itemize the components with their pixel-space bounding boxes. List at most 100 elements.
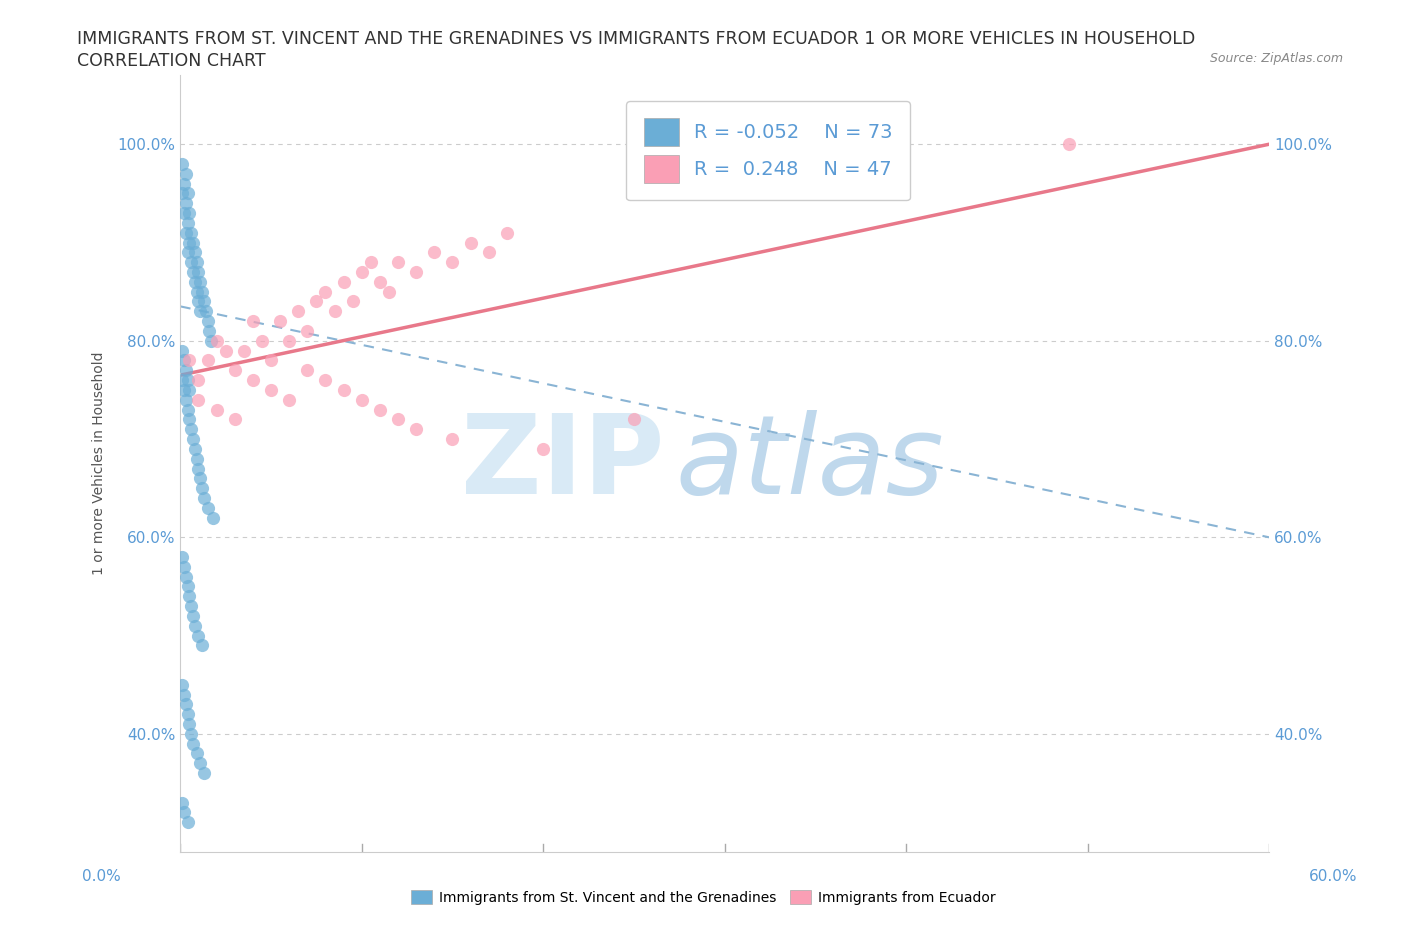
Point	[179, 235, 201, 250]
Point	[181, 608, 204, 623]
Point	[323, 304, 346, 319]
Point	[224, 412, 246, 427]
Point	[191, 638, 214, 653]
Point	[200, 333, 222, 348]
Text: 0.0%: 0.0%	[82, 870, 121, 884]
Point	[205, 402, 228, 417]
Legend: R = -0.052    N = 73, R =  0.248    N = 47: R = -0.052 N = 73, R = 0.248 N = 47	[626, 100, 910, 201]
Point	[187, 264, 209, 279]
Point	[179, 717, 201, 732]
Point	[305, 294, 328, 309]
Point	[387, 255, 409, 270]
Point	[188, 274, 211, 289]
Point	[184, 274, 207, 289]
Point	[179, 412, 201, 427]
Point	[179, 206, 201, 220]
Point	[623, 412, 645, 427]
Point	[197, 313, 219, 328]
Point	[187, 628, 209, 643]
Point	[180, 599, 202, 614]
Text: ZIP: ZIP	[461, 410, 665, 517]
Point	[224, 363, 246, 378]
Point	[176, 402, 198, 417]
Point	[188, 304, 211, 319]
Point	[441, 255, 464, 270]
Point	[172, 373, 194, 388]
Point	[184, 442, 207, 457]
Point	[186, 255, 208, 270]
Point	[332, 382, 354, 397]
Point	[201, 511, 224, 525]
Point	[198, 324, 221, 339]
Point	[186, 451, 208, 466]
Point	[297, 363, 319, 378]
Point	[193, 490, 215, 505]
Point	[496, 225, 519, 240]
Point	[172, 795, 194, 810]
Point	[191, 285, 214, 299]
Point	[173, 687, 195, 702]
Point	[176, 186, 198, 201]
Point	[173, 176, 195, 191]
Point	[172, 550, 194, 565]
Point	[350, 264, 373, 279]
Point	[174, 697, 197, 711]
Point	[180, 726, 202, 741]
Legend: Immigrants from St. Vincent and the Grenadines, Immigrants from Ecuador: Immigrants from St. Vincent and the Gren…	[404, 884, 1002, 912]
Point	[179, 353, 201, 368]
Text: 60.0%: 60.0%	[1309, 870, 1357, 884]
Point	[172, 343, 194, 358]
Point	[187, 461, 209, 476]
Point	[173, 382, 195, 397]
Text: IMMIGRANTS FROM ST. VINCENT AND THE GRENADINES VS IMMIGRANTS FROM ECUADOR 1 OR M: IMMIGRANTS FROM ST. VINCENT AND THE GREN…	[77, 30, 1195, 47]
Point	[269, 313, 291, 328]
Point	[232, 343, 254, 358]
Point	[172, 677, 194, 692]
Point	[181, 264, 204, 279]
Point	[191, 481, 214, 496]
Point	[368, 274, 391, 289]
Point	[184, 618, 207, 633]
Point	[186, 746, 208, 761]
Point	[297, 324, 319, 339]
Point	[176, 707, 198, 722]
Point	[174, 225, 197, 240]
Point	[260, 382, 283, 397]
Point	[174, 392, 197, 407]
Point	[176, 579, 198, 594]
Point	[260, 353, 283, 368]
Point	[180, 422, 202, 437]
Point	[278, 392, 301, 407]
Point	[181, 235, 204, 250]
Text: Source: ZipAtlas.com: Source: ZipAtlas.com	[1209, 52, 1343, 65]
Point	[197, 500, 219, 515]
Point	[478, 245, 501, 259]
Point	[194, 304, 217, 319]
Point	[360, 255, 382, 270]
Y-axis label: 1 or more Vehicles in Household: 1 or more Vehicles in Household	[93, 352, 107, 576]
Point	[193, 765, 215, 780]
Point	[205, 333, 228, 348]
Point	[173, 805, 195, 820]
Point	[181, 737, 204, 751]
Point	[215, 343, 238, 358]
Point	[405, 264, 427, 279]
Point	[193, 294, 215, 309]
Point	[180, 225, 202, 240]
Point	[187, 294, 209, 309]
Point	[188, 471, 211, 485]
Point	[197, 353, 219, 368]
Point	[460, 235, 482, 250]
Point	[176, 216, 198, 231]
Point	[173, 559, 195, 574]
Point	[387, 412, 409, 427]
Point	[278, 333, 301, 348]
Point	[368, 402, 391, 417]
Point	[531, 442, 554, 457]
Point	[350, 392, 373, 407]
Point	[174, 195, 197, 210]
Point	[174, 166, 197, 181]
Point	[179, 382, 201, 397]
Point	[176, 815, 198, 830]
Point	[314, 373, 336, 388]
